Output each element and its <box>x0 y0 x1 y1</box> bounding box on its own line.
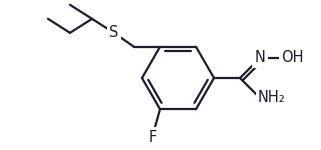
Text: OH: OH <box>281 51 303 66</box>
Text: F: F <box>149 130 157 145</box>
Text: NH₂: NH₂ <box>258 90 286 105</box>
Text: N: N <box>255 51 265 66</box>
Text: S: S <box>109 25 119 40</box>
